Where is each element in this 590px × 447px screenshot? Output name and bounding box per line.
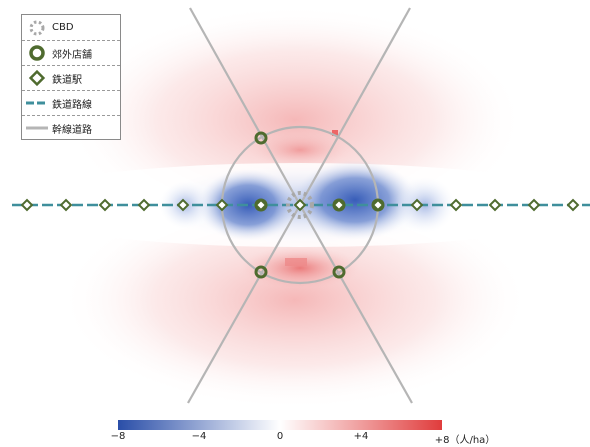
- legend-label-railway: 鉄道路線: [52, 99, 92, 111]
- suburban-store-north: [254, 131, 268, 145]
- railway-station-marker: [98, 198, 112, 212]
- railway-station-marker: [215, 198, 229, 212]
- arterial-road-line-icon: [22, 116, 52, 141]
- colorbar: [118, 420, 442, 430]
- colorbar-tick-label: +4: [353, 431, 369, 442]
- railway-station-marker: [449, 198, 463, 212]
- suburban-store-east: [371, 198, 385, 212]
- railway-station-marker: [488, 198, 502, 212]
- legend-label-cbd: CBD: [52, 22, 74, 33]
- cbd-dotted-circle-icon: [22, 15, 52, 40]
- railway-station-marker: [137, 198, 151, 212]
- heat-positive-south: [60, 190, 530, 410]
- legend-label-suburban-store: 郊外店舗: [52, 49, 92, 61]
- colorbar-tick-label: −8: [110, 431, 126, 442]
- railway-station-marker: [410, 198, 424, 212]
- railway-station-marker: [254, 198, 268, 212]
- colorbar-tick-label: +8（人/ha）: [434, 435, 496, 446]
- legend-label-station: 鉄道駅: [52, 74, 82, 86]
- railway-station-marker: [176, 198, 190, 212]
- railway-station-marker: [566, 198, 580, 212]
- legend-item-station: 鉄道駅: [22, 65, 120, 90]
- colorbar-tick-label: 0: [276, 431, 284, 442]
- railway-station-marker: [20, 198, 34, 212]
- legend-item-cbd: CBD: [22, 15, 120, 40]
- legend-item-railway: 鉄道路線: [22, 90, 120, 115]
- heatmap-layer: [0, 5, 590, 410]
- suburban-store-east-inner: [332, 198, 346, 212]
- suburban-store-ring-icon: [22, 41, 52, 66]
- legend-item-suburban-store: 郊外店舗: [22, 40, 120, 65]
- legend-item-road: 幹線道路: [22, 115, 120, 140]
- railway-station-marker: [59, 198, 73, 212]
- colorbar-tick-label: −4: [191, 431, 207, 442]
- cbd-marker: [286, 191, 314, 219]
- heat-negative-east: [293, 160, 417, 240]
- suburban-stores: [254, 131, 385, 279]
- heat-hotspot-1: [332, 130, 338, 136]
- colorbar-labels: −8 −4 0 +4 +8（人/ha）: [0, 431, 590, 446]
- road-radial-se: [299, 204, 413, 404]
- railway-stations: [20, 198, 580, 212]
- heat-hotspot-2: [285, 258, 307, 266]
- railway-station-marker: [527, 198, 541, 212]
- railway-dashed-line-icon: [22, 91, 52, 116]
- suburban-store-west: [254, 198, 268, 212]
- suburban-store-southwest: [254, 265, 268, 279]
- station-diamond-icon: [22, 66, 52, 91]
- road-radial-sw: [187, 204, 301, 404]
- road-radial-nw: [189, 7, 301, 206]
- suburban-store-southeast: [332, 265, 346, 279]
- railway-station-marker: [332, 198, 346, 212]
- road-radial-ne: [299, 7, 411, 206]
- legend-label-road: 幹線道路: [52, 124, 92, 136]
- railway-station-marker: [293, 198, 307, 212]
- map-legend: CBD 郊外店舗 鉄道駅 鉄道路線 幹線道路: [21, 14, 121, 140]
- railway-station-marker: [371, 198, 385, 212]
